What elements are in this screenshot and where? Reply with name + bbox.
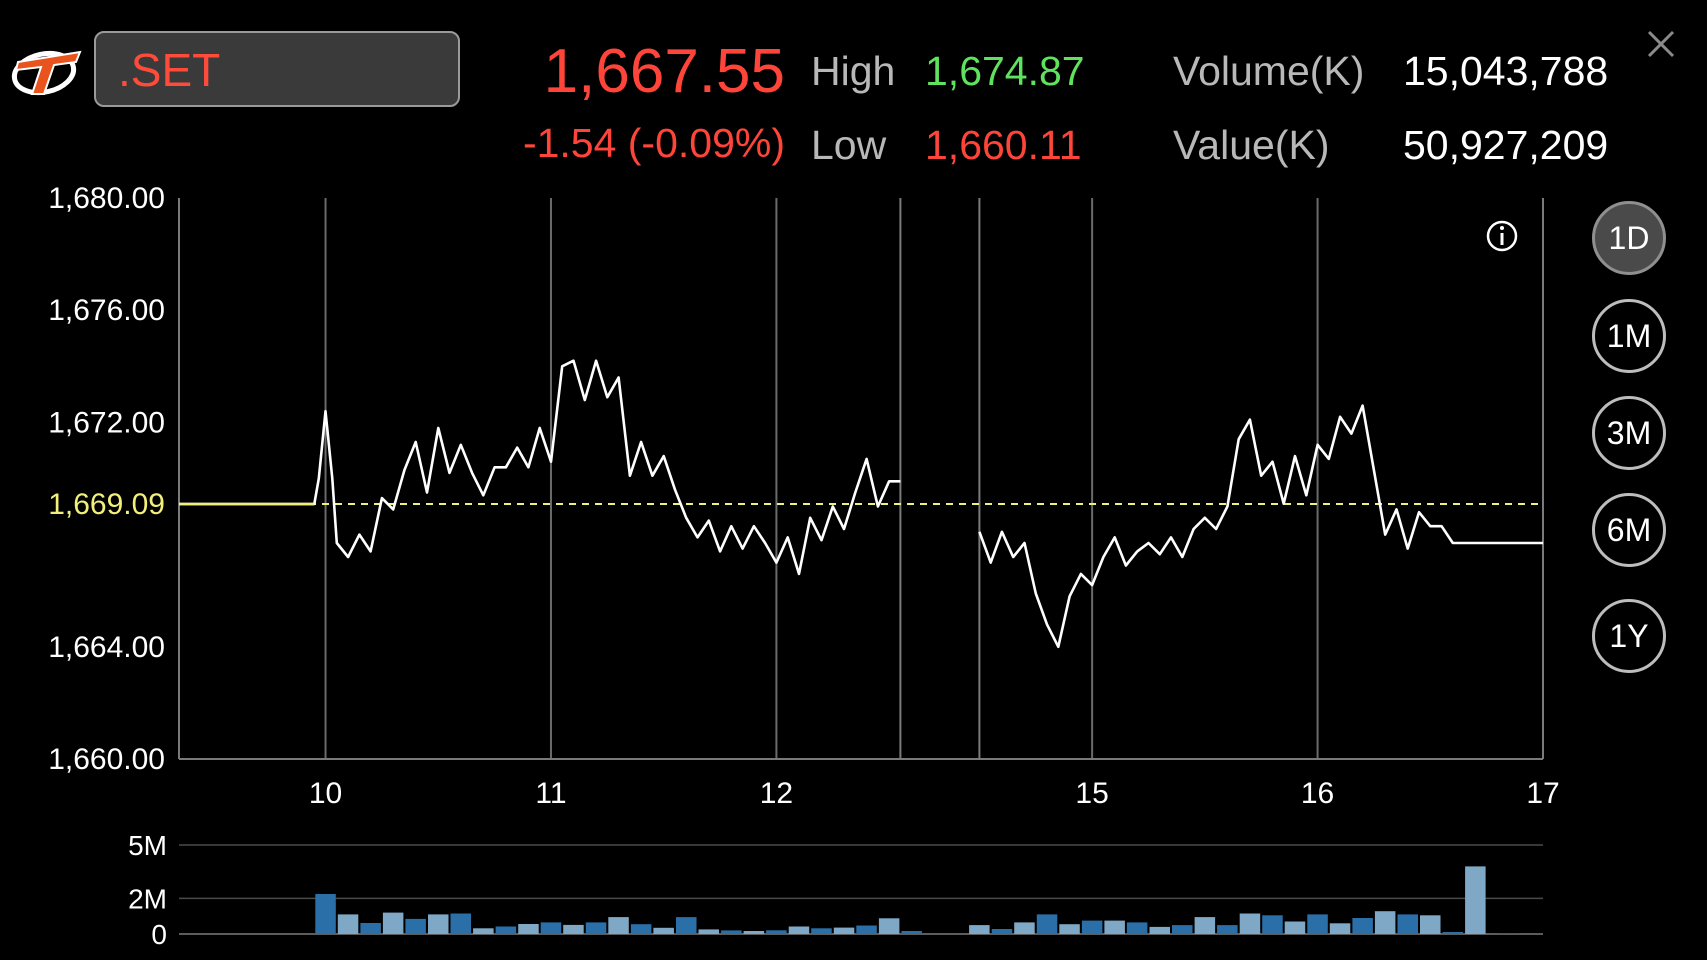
volume-bar <box>608 917 629 934</box>
volume-bar <box>1374 911 1396 934</box>
volume-bar <box>1239 913 1261 934</box>
volume-bar <box>1104 920 1125 934</box>
volume-bar <box>856 925 877 934</box>
info-icon[interactable] <box>1486 220 1518 252</box>
volume-bar <box>1420 915 1441 934</box>
low-value: 1,660.11 <box>925 122 1082 168</box>
volume-bar <box>1397 914 1418 934</box>
price-line-morning <box>179 359 901 576</box>
volume-tick-label: 5M <box>128 830 167 861</box>
volume-bar <box>1262 915 1283 934</box>
volume-bar <box>901 931 922 934</box>
volume-bar <box>585 922 607 934</box>
high-value: 1,674.87 <box>925 48 1085 94</box>
volume-bar <box>811 928 832 934</box>
volume-bar <box>969 925 990 934</box>
volume-bar <box>766 930 787 934</box>
volume-bar <box>1284 921 1306 934</box>
x-tick-label: 15 <box>1075 777 1108 810</box>
volume-bar <box>878 918 900 934</box>
value-value: 50,927,209 <box>1403 122 1609 168</box>
close-icon[interactable] <box>1645 28 1677 60</box>
volume-bar <box>518 924 539 934</box>
price-change: -1.54 (-0.09%) <box>522 120 785 166</box>
logo-icon <box>10 44 84 98</box>
y-tick-label: 1,680.00 <box>48 182 165 215</box>
y-tick-label: 1,664.00 <box>48 631 165 664</box>
volume-tick-label: 0 <box>151 919 167 950</box>
volume-bar <box>1217 925 1238 934</box>
volume-bar <box>450 913 471 934</box>
reference-tick-label: 1,669.09 <box>48 488 165 521</box>
volume-bar <box>1329 923 1351 934</box>
high-label: High <box>811 48 896 94</box>
volume-bar <box>1149 926 1170 934</box>
timeframe-1m-button[interactable]: 1M <box>1592 299 1666 373</box>
low-label: Low <box>811 122 887 168</box>
x-tick-label: 12 <box>760 777 793 810</box>
volume-bar <box>360 923 381 934</box>
y-tick-label: 1,676.00 <box>48 294 165 327</box>
volume-bar <box>495 926 517 934</box>
volume-bar <box>1081 920 1103 934</box>
volume-bar <box>653 927 674 934</box>
volume-bar <box>698 929 719 934</box>
volume-bar <box>382 912 404 934</box>
x-tick-label: 17 <box>1526 777 1559 810</box>
volume-bar <box>1465 866 1486 934</box>
volume-bar <box>1014 922 1035 934</box>
timeframe-3m-button[interactable]: 3M <box>1592 396 1666 470</box>
timeframe-1y-button[interactable]: 1Y <box>1592 599 1666 673</box>
volume-bar <box>428 914 449 934</box>
volume-bar <box>1036 914 1058 934</box>
volume-label: Volume(K) <box>1173 48 1365 94</box>
volume-bar <box>1126 922 1148 934</box>
volume-bar <box>676 917 697 934</box>
x-tick-label: 16 <box>1301 777 1334 810</box>
x-tick-label: 10 <box>309 777 342 810</box>
value-label: Value(K) <box>1173 122 1330 168</box>
volume-bar <box>1059 924 1080 934</box>
symbol-search-input[interactable]: .SET <box>94 31 460 107</box>
x-tick-label: 11 <box>535 777 566 810</box>
volume-bar <box>743 931 765 934</box>
volume-bar <box>991 929 1013 934</box>
volume-bar <box>833 927 855 934</box>
volume-bar <box>1352 918 1373 934</box>
volume-bar <box>788 926 810 934</box>
last-price: 1,667.55 <box>543 37 785 106</box>
timeframe-1d-button[interactable]: 1D <box>1592 201 1666 275</box>
y-tick-label: 1,660.00 <box>48 743 165 776</box>
volume-bar <box>540 922 562 934</box>
volume-bar <box>630 924 652 934</box>
volume-bar <box>1194 917 1216 934</box>
y-tick-label: 1,672.00 <box>48 406 165 439</box>
volume-bar <box>315 894 336 934</box>
volume-bar <box>563 924 584 934</box>
volume-bar <box>473 928 494 934</box>
timeframe-6m-button[interactable]: 6M <box>1592 493 1666 567</box>
volume-bar <box>337 914 359 934</box>
volume-bar <box>1442 932 1464 934</box>
volume-tick-label: 2M <box>128 883 167 914</box>
volume-bar <box>405 918 426 934</box>
volume-bar <box>1498 933 1520 934</box>
volume-bar <box>1172 925 1193 934</box>
volume-bar <box>721 930 742 934</box>
volume-value: 15,043,788 <box>1403 48 1609 94</box>
symbol-text: .SET <box>118 44 221 96</box>
volume-bar <box>1307 914 1328 934</box>
price-line-afternoon <box>978 404 1543 649</box>
